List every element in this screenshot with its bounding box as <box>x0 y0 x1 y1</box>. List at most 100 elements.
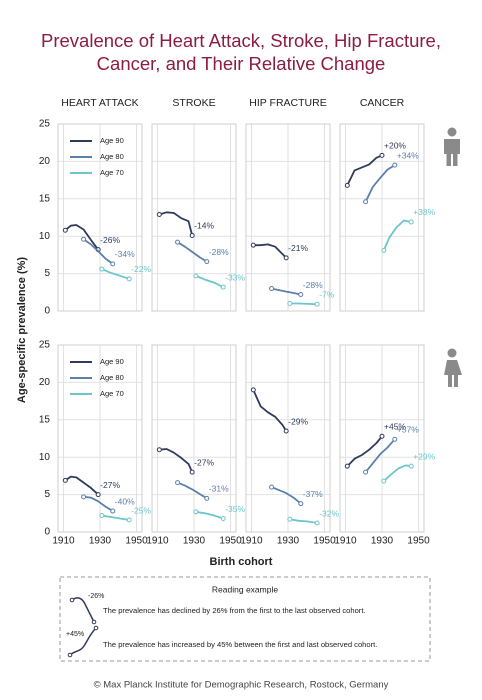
series-line <box>101 514 130 521</box>
panel: 0 5 10 15 20 25 HEART ATTACK -26% Age 90 -34% Age … <box>39 97 152 317</box>
x-tick-label: 1930 <box>89 536 112 547</box>
example-text: The prevalence has declined by 26% from … <box>103 606 366 615</box>
change-label: +20% <box>384 141 406 151</box>
change-label: -27% <box>100 480 120 490</box>
endpoint-marker <box>204 259 210 265</box>
endpoint-marker <box>363 199 369 205</box>
footer: © Max Planck Institute for Demographic R… <box>94 680 389 691</box>
y-tick-label: 0 <box>44 527 50 538</box>
change-label: -31% <box>209 484 229 494</box>
panel: HIP FRACTURE -21% -28%-7% <box>245 97 335 312</box>
panel: 1910 1930 1950 -27% -31% -35% <box>146 344 246 547</box>
panel-frame <box>57 344 143 533</box>
change-label: -33% <box>225 272 245 282</box>
change-label: -37% <box>303 489 323 499</box>
endpoint-marker <box>220 516 226 522</box>
y-tick-label: 5 <box>44 268 50 279</box>
series-line <box>289 518 318 524</box>
endpoint-marker <box>287 301 293 307</box>
endpoint-marker <box>269 286 275 292</box>
series-line <box>289 302 318 306</box>
endpoint-marker <box>156 212 162 218</box>
legend-label: Age 70 <box>100 168 124 177</box>
endpoint-marker <box>175 239 181 245</box>
panel-frame <box>245 344 331 533</box>
series-line <box>159 448 194 473</box>
panel-frame <box>339 344 425 533</box>
endpoint-marker <box>62 227 68 233</box>
endpoint-marker <box>126 517 132 523</box>
change-label: -34% <box>115 249 135 259</box>
column-title: HEART ATTACK <box>61 97 138 109</box>
panel: 0 5 10 15 20 25 1910 1930 1950 -27% Age 90 -40% Age … <box>39 340 152 547</box>
x-tick-label: 1930 <box>183 536 206 547</box>
y-tick-label: 20 <box>39 156 51 167</box>
x-tick-label: 1910 <box>52 536 75 547</box>
series-line <box>383 464 412 482</box>
change-label: +57% <box>397 424 419 434</box>
y-tick-label: 10 <box>39 231 51 242</box>
change-label: -28% <box>303 280 323 290</box>
endpoint-marker <box>220 284 226 290</box>
panel: 1910 1930 1950 -29% -37% -32% <box>240 344 340 547</box>
endpoint-marker <box>156 447 162 453</box>
endpoint-marker <box>283 255 289 261</box>
change-label: -35% <box>225 504 245 514</box>
change-label: -26% <box>100 235 120 245</box>
example-marker <box>67 652 73 658</box>
panel-frame <box>151 344 237 533</box>
x-axis-label: Birth cohort <box>210 556 273 568</box>
change-label: -22% <box>131 264 151 274</box>
example-marker <box>91 619 97 625</box>
change-label: +45% <box>384 422 406 432</box>
change-label: -27% <box>194 457 214 467</box>
endpoint-marker <box>189 232 195 238</box>
endpoint-marker <box>344 182 350 188</box>
column-title: CANCER <box>360 97 405 109</box>
endpoint-marker <box>269 484 275 490</box>
y-axis-label: Age-specific prevalence (%) <box>16 257 28 403</box>
series-line <box>64 224 99 251</box>
endpoint-marker <box>250 242 256 248</box>
legend-label: Age 80 <box>100 152 124 161</box>
series-line <box>253 243 287 259</box>
series-line <box>64 475 99 496</box>
example-text: The prevalence has increased by 45% betw… <box>103 640 377 649</box>
reading-example-box <box>59 576 431 662</box>
series-line <box>364 438 396 473</box>
panel: 1910 1930 1950 +45%+57% +29% <box>334 344 436 547</box>
change-label: -32% <box>319 508 339 518</box>
endpoint-marker <box>314 520 320 526</box>
panel-frame <box>339 123 425 312</box>
example-marker <box>69 597 75 603</box>
panel-frame <box>57 123 143 312</box>
change-label: +34% <box>397 150 419 160</box>
title-line: Cancer, and Their Relative Change <box>97 53 386 74</box>
series-line <box>346 154 383 186</box>
series-line <box>382 219 412 251</box>
endpoint-marker <box>379 433 385 439</box>
series-line <box>346 435 383 467</box>
series-line <box>83 238 114 265</box>
endpoint-marker <box>408 219 414 225</box>
series-line <box>83 495 114 512</box>
panel: CANCER +20%+34% +38% <box>339 97 436 312</box>
series-line <box>177 241 208 263</box>
endpoint-marker <box>95 492 101 498</box>
y-tick-label: 20 <box>39 377 51 388</box>
change-label: -21% <box>288 243 308 253</box>
example-annotation: -26% <box>88 593 104 600</box>
endpoint-marker <box>99 266 105 272</box>
series-line <box>195 510 224 520</box>
x-tick-label: 1950 <box>125 536 148 547</box>
series-line <box>271 486 302 505</box>
endpoint-marker <box>99 513 105 519</box>
endpoint-marker <box>381 478 387 484</box>
endpoint-marker <box>110 261 116 267</box>
endpoint-marker <box>110 508 116 514</box>
change-label: -7% <box>319 290 335 300</box>
endpoint-marker <box>408 463 414 469</box>
change-label: -40% <box>115 496 135 506</box>
endpoint-marker <box>298 501 304 507</box>
endpoint-marker <box>62 477 68 483</box>
